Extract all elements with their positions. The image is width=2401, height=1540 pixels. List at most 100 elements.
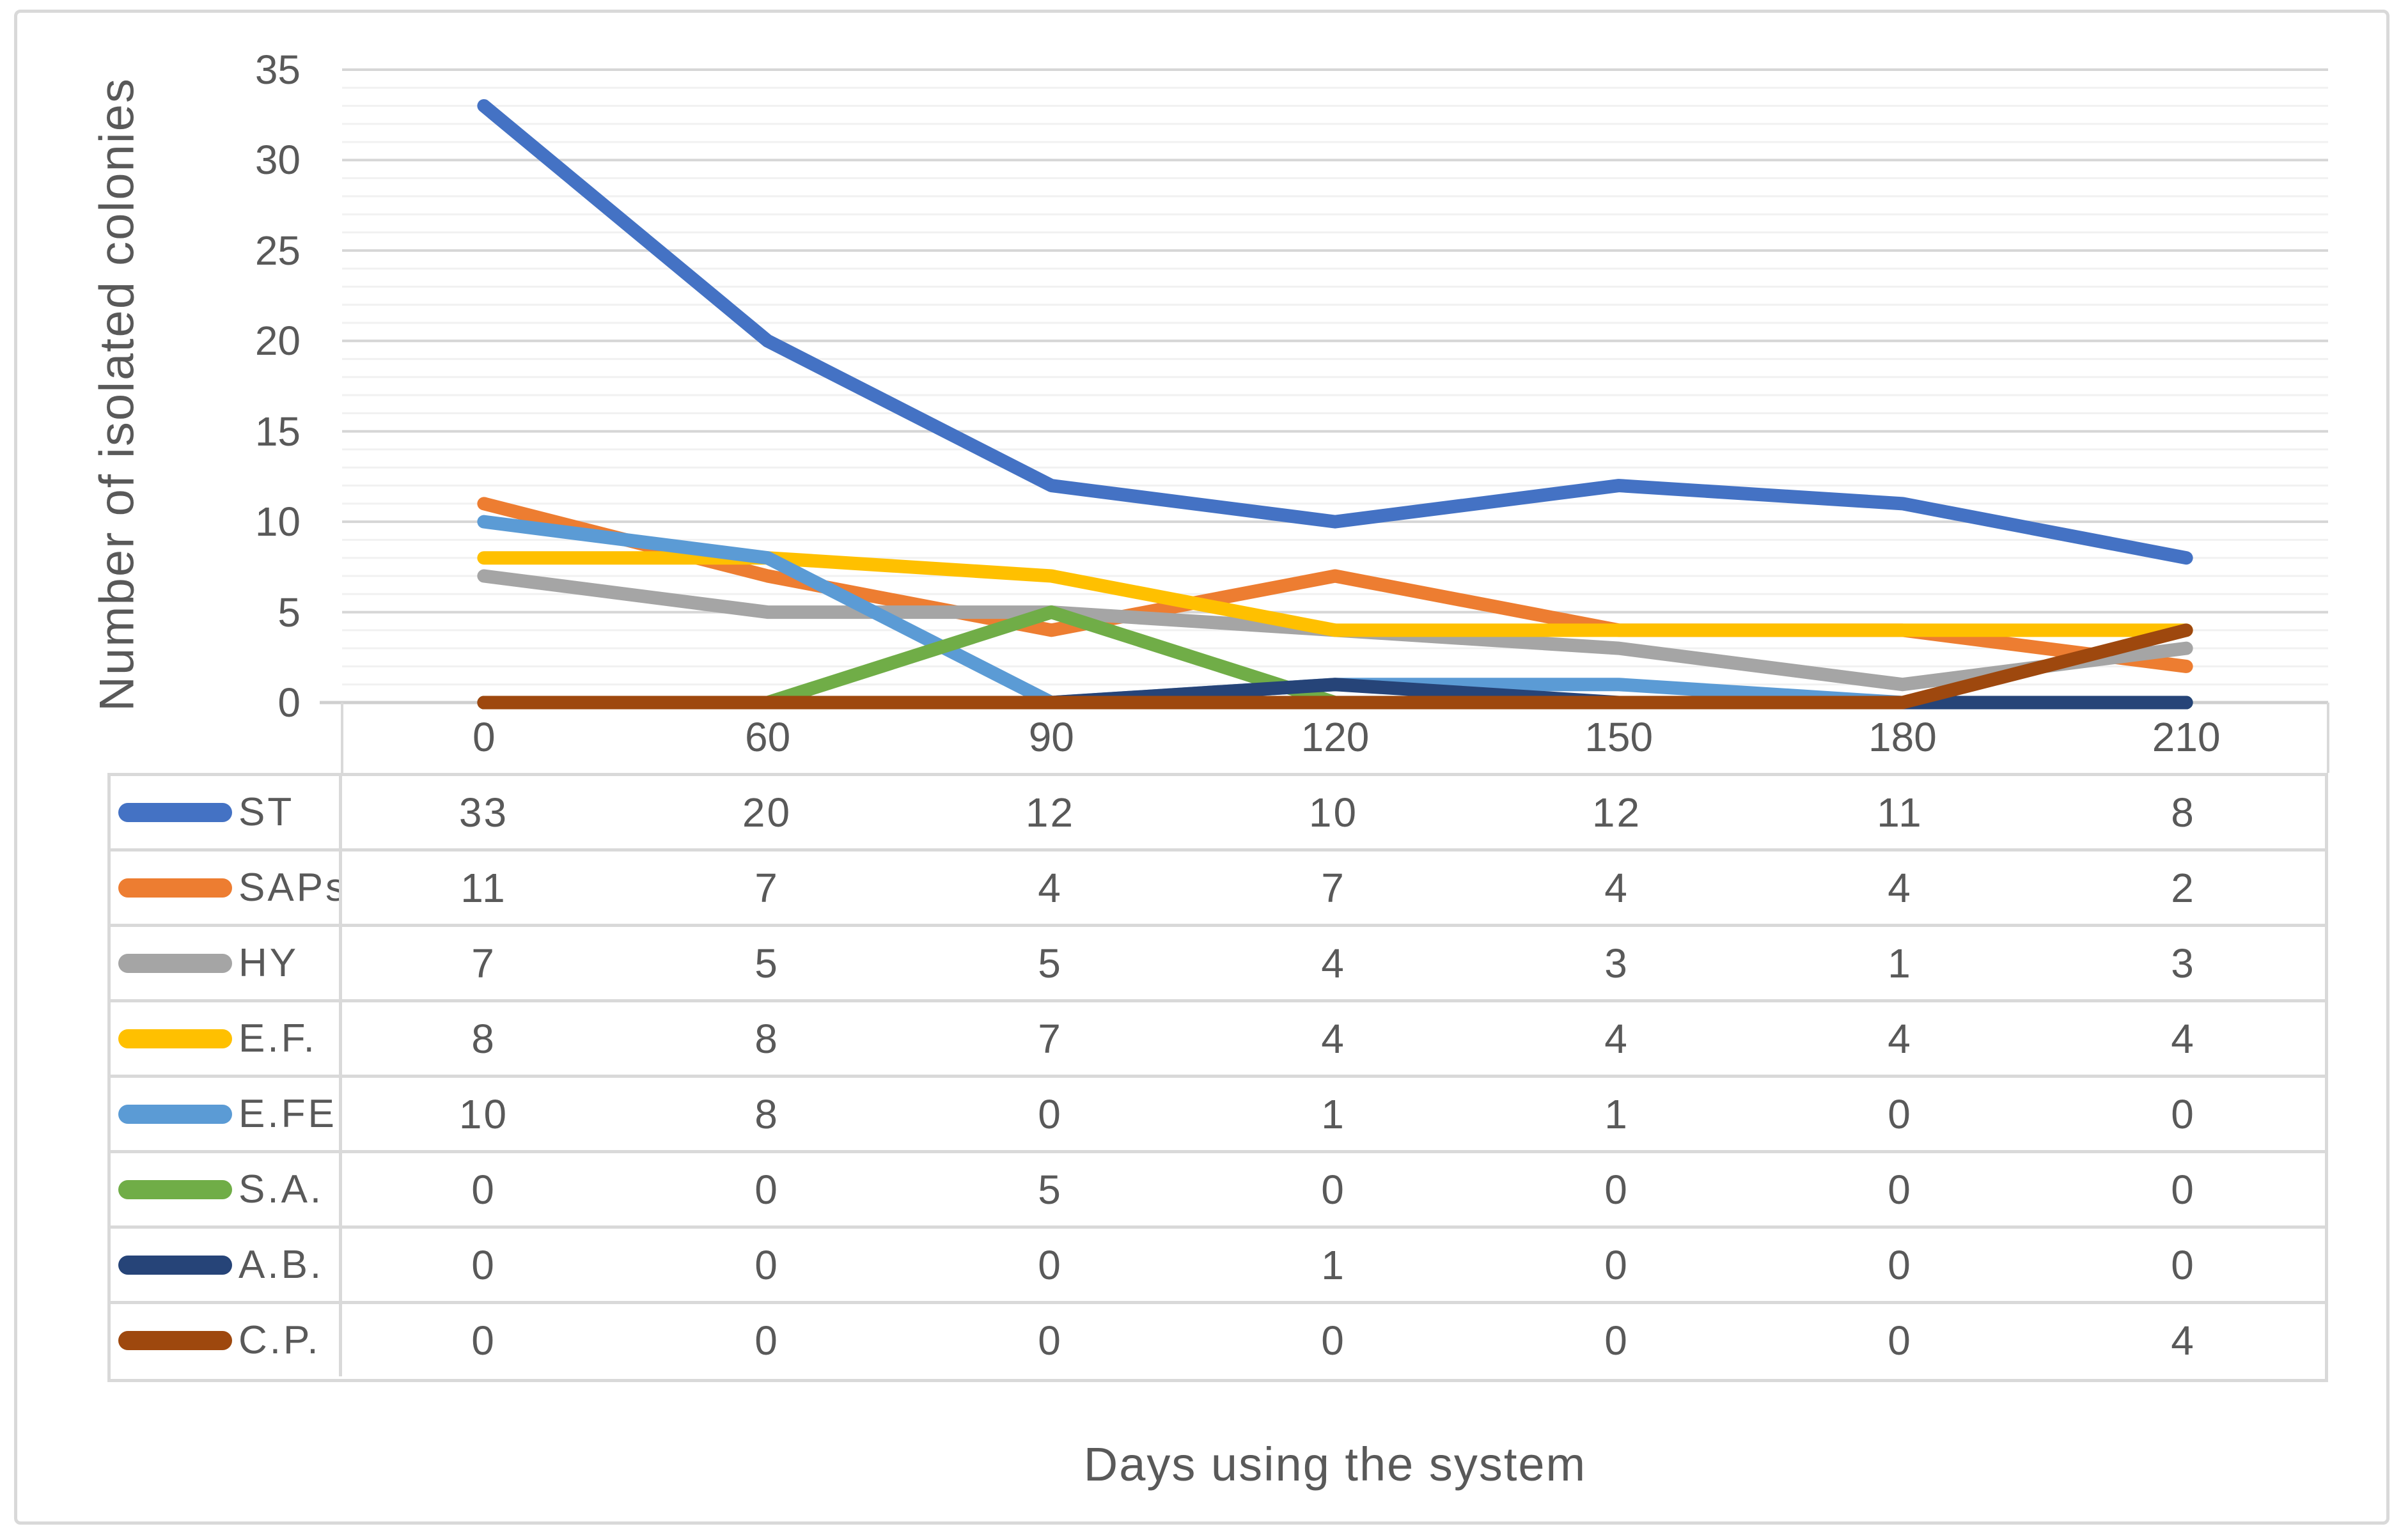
- y-tick-label: 35: [254, 47, 301, 93]
- table-value-cell: 0: [1888, 1317, 1912, 1364]
- table-value-cell: 0: [1888, 1091, 1912, 1137]
- x-tick-label: 210: [2152, 714, 2221, 760]
- table-value-cell: 0: [471, 1317, 496, 1364]
- table-value-cell: 0: [471, 1166, 496, 1213]
- table-value-cell: 10: [458, 1091, 509, 1137]
- table-value-cell: 4: [2171, 1317, 2196, 1364]
- table-value-cell: 0: [1321, 1317, 1346, 1364]
- table-value-cell: 0: [2171, 1091, 2196, 1137]
- x-tick-label: 60: [744, 714, 791, 760]
- table-value-cell: 8: [471, 1015, 496, 1062]
- table-value-cell: 0: [1888, 1241, 1912, 1288]
- legend-cell: C.P.: [111, 1304, 342, 1376]
- table-value-cell: 2: [2171, 864, 2196, 911]
- legend-swatch-icon: [118, 1255, 232, 1275]
- legend-cell: E.FE.: [111, 1078, 342, 1150]
- x-tick-label: 180: [1868, 714, 1937, 760]
- table-value-cell: 8: [2171, 789, 2196, 836]
- y-tick-label: 10: [254, 499, 301, 545]
- y-tick-label: 5: [278, 589, 301, 635]
- chart-outer-frame: [14, 10, 2389, 1525]
- series-line-ST: [477, 99, 2193, 565]
- legend-swatch-icon: [118, 1104, 232, 1124]
- table-value-cell: 33: [458, 789, 509, 836]
- table-value-cell: 8: [755, 1091, 779, 1137]
- legend-swatch-icon: [118, 1029, 232, 1048]
- data-table: ST 33 20 12 10 12 11 8 SAPs 11 7 4 7 4 4 2 HY 7 5 5 4 3 1 3 E.F.…: [107, 773, 2328, 1382]
- table-value-cell: 7: [1038, 1015, 1063, 1062]
- table-value-cell: 7: [471, 940, 496, 986]
- table-value-cell: 5: [1038, 940, 1063, 986]
- legend-label: HY: [239, 941, 299, 985]
- table-value-cell: 0: [471, 1241, 496, 1288]
- legend-cell: S.A.: [111, 1153, 342, 1225]
- legend-cell: SAPs: [111, 852, 342, 924]
- table-row: E.F. 8 8 7 4 4 4 4: [111, 999, 2325, 1075]
- table-value-cell: 3: [1604, 940, 1629, 986]
- x-tick-label: 0: [473, 714, 496, 760]
- table-row: ST 33 20 12 10 12 11 8: [111, 776, 2325, 848]
- table-value-cell: 0: [1888, 1166, 1912, 1213]
- table-value-cell: 4: [1321, 940, 1346, 986]
- table-value-cell: 0: [1321, 1166, 1346, 1213]
- table-value-cell: 1: [1321, 1091, 1346, 1137]
- table-value-cell: 4: [1888, 864, 1912, 911]
- table-value-cell: 0: [755, 1241, 779, 1288]
- y-tick-label: 0: [278, 680, 301, 726]
- legend-label: S.A.: [239, 1167, 324, 1211]
- legend-label: SAPs: [239, 866, 342, 910]
- legend-label: ST: [239, 790, 295, 834]
- table-value-cell: 0: [1038, 1241, 1063, 1288]
- table-value-cell: 4: [1604, 864, 1629, 911]
- table-value-cell: 4: [2171, 1015, 2196, 1062]
- y-tick-label: 20: [254, 318, 301, 364]
- x-tick-label: 90: [1028, 714, 1074, 760]
- legend-swatch-icon: [118, 878, 232, 898]
- legend-label: A.B.: [239, 1243, 324, 1287]
- table-row: SAPs 11 7 4 7 4 4 2: [111, 848, 2325, 924]
- table-value-cell: 0: [1604, 1166, 1629, 1213]
- table-row: C.P. 0 0 0 0 0 0 4: [111, 1301, 2325, 1376]
- table-value-cell: 0: [755, 1166, 779, 1213]
- table-value-cell: 1: [1888, 940, 1912, 986]
- table-value-cell: 8: [755, 1015, 779, 1062]
- table-value-cell: 10: [1308, 789, 1359, 836]
- table-value-cell: 12: [1025, 789, 1075, 836]
- legend-swatch-icon: [118, 802, 232, 822]
- table-row: S.A. 0 0 5 0 0 0 0: [111, 1150, 2325, 1225]
- table-value-cell: 1: [1604, 1091, 1629, 1137]
- series-line-C.P.: [477, 623, 2193, 710]
- table-value-cell: 20: [742, 789, 792, 836]
- table-value-cell: 4: [1038, 864, 1063, 911]
- table-row: A.B. 0 0 0 1 0 0 0: [111, 1225, 2325, 1301]
- legend-cell: E.F.: [111, 1002, 342, 1075]
- table-value-cell: 4: [1888, 1015, 1912, 1062]
- legend-label: C.P.: [239, 1318, 321, 1362]
- legend-swatch-icon: [118, 1179, 232, 1199]
- table-value-cell: 0: [1604, 1241, 1629, 1288]
- table-value-cell: 0: [2171, 1241, 2196, 1288]
- legend-cell: A.B.: [111, 1229, 342, 1301]
- table-row: HY 7 5 5 4 3 1 3: [111, 924, 2325, 999]
- table-value-cell: 7: [755, 864, 779, 911]
- table-value-cell: 0: [1038, 1091, 1063, 1137]
- table-value-cell: 5: [755, 940, 779, 986]
- x-axis-title: Days using the system: [1083, 1438, 1587, 1491]
- legend-cell: HY: [111, 927, 342, 999]
- table-value-cell: 12: [1592, 789, 1642, 836]
- y-tick-label: 15: [254, 408, 301, 455]
- table-value-cell: 4: [1604, 1015, 1629, 1062]
- y-tick-label: 30: [254, 137, 301, 183]
- table-row: E.FE. 10 8 0 1 1 0 0: [111, 1075, 2325, 1150]
- y-tick-label: 25: [254, 227, 301, 274]
- legend-label: E.FE.: [239, 1092, 342, 1136]
- x-tick-label: 150: [1584, 714, 1654, 760]
- legend-swatch-icon: [118, 1330, 232, 1350]
- table-value-cell: 7: [1321, 864, 1346, 911]
- table-value-cell: 4: [1321, 1015, 1346, 1062]
- table-value-cell: 1: [1321, 1241, 1346, 1288]
- table-value-cell: 11: [1877, 789, 1923, 836]
- table-value-cell: 0: [2171, 1166, 2196, 1213]
- legend-swatch-icon: [118, 953, 232, 973]
